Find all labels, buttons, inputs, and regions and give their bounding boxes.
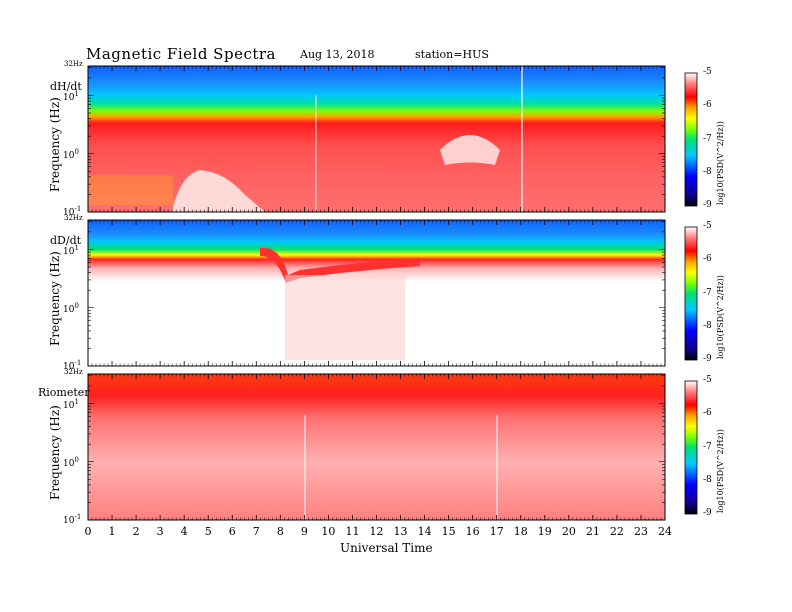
panel-dhdt-yellow-band [88,175,173,205]
panel-riometer [87,373,666,521]
x-tick-label: 8 [276,525,284,538]
date-label: Aug 13, 2018 [300,48,375,61]
x-tick-label: 0 [84,525,92,538]
x-axis-ticks [87,66,666,520]
colorbar-1 [684,72,698,207]
colorbar-tick-label: -7 [703,133,712,144]
x-tick-label: 11 [345,525,360,538]
colorbar-tick-label: -5 [703,375,712,385]
ytick-p3-3: 10-1 [63,513,82,526]
panel-dddt-speckle [285,275,405,360]
x-tick-label: 13 [393,525,408,538]
y-axis-label-1: Frequency (Hz) [48,97,62,192]
y-axis-label-3: Frequency (Hz) [48,405,62,500]
x-tick-label: 22 [609,525,624,538]
panel-label-riometer: Riometer [38,386,90,399]
station-label: station=HUS [415,48,489,61]
x-tick-label: 20 [561,525,576,538]
y-axis-label-2: Frequency (Hz) [48,251,62,346]
x-tick-label: 6 [228,525,236,538]
panel-riometer-heatmap [88,374,665,520]
colorbar-tick-label: -6 [703,254,712,265]
ytick-p2-2: 100 [63,302,79,315]
x-tick-label: 14 [417,525,432,538]
ytick-p1-3: 10-1 [63,205,82,218]
x-tick-label: 2 [132,525,140,538]
ytick-p2-3: 10-1 [63,359,82,372]
x-axis-label: Universal Time [340,541,433,555]
colorbar-label-3: log10(PSD(V^2/Hz)) [716,429,725,513]
x-tick-label: 1 [108,525,116,538]
x-tick-label: 5 [204,525,212,538]
ytick-p1-2: 100 [63,148,79,161]
panel-dhdt-white-blob2 [440,135,500,165]
colorbar-tick-label: -9 [703,354,712,364]
x-tick-label: 7 [252,525,260,538]
colorbar-tick-label: -5 [703,221,712,231]
x-tick-label: 12 [369,525,384,538]
x-tick-label: 21 [585,525,600,538]
colorbar-tick-label: -9 [703,200,712,210]
colorbar-tick-label: -8 [703,166,712,177]
colorbar-tick-label: -7 [703,441,712,452]
x-tick-label: 10 [321,525,336,538]
panel-dddt [87,219,666,367]
x-tick-label: 24 [658,525,672,538]
x-tick-label: 19 [537,525,552,538]
colorbar-tick-label: -6 [703,100,712,111]
panel-dhdt-heatmap [88,66,665,212]
ytick-p3-2: 100 [63,456,79,469]
panel-label-dhdt: dH/dt [50,80,82,93]
y-axis-ticks [88,67,665,521]
colorbar-tick-label: -8 [703,474,712,485]
x-tick-label: 16 [465,525,480,538]
x-tick-label: 18 [513,525,528,538]
colorbar-label-2: log10(PSD(V^2/Hz)) [716,275,725,359]
colorbar-label-1: log10(PSD(V^2/Hz)) [716,121,725,205]
ytop-label-1: 32Hz [64,60,83,68]
ytick-p1-1: 101 [63,90,79,103]
x-tick-label: 4 [180,525,188,538]
x-tick-label: 23 [633,525,648,538]
colorbar-tick-label: -9 [703,508,712,518]
x-tick-label: 17 [489,525,504,538]
ytop-label-2: 32Hz [64,214,83,222]
x-tick-label: 3 [156,525,164,538]
x-tick-label: 15 [441,525,456,538]
colorbar-tick-label: -8 [703,320,712,331]
page-title: Magnetic Field Spectra [86,45,276,63]
colorbar-3 [684,380,698,515]
colorbar-tick-label: -6 [703,408,712,419]
ytick-p2-1: 101 [63,244,79,257]
panel-dhdt [87,65,666,213]
colorbar-2 [684,226,698,361]
panel-dhdt-white-blob [172,170,265,212]
x-tick-label: 9 [300,525,308,538]
ytick-p3-1: 101 [63,398,79,411]
panel-label-dddt: dD/dt [50,234,82,247]
panel-dddt-dip [260,247,420,283]
colorbar-tick-label: -7 [703,287,712,298]
ytop-label-3: 32Hz [64,368,83,376]
colorbar-tick-label: -5 [703,67,712,77]
